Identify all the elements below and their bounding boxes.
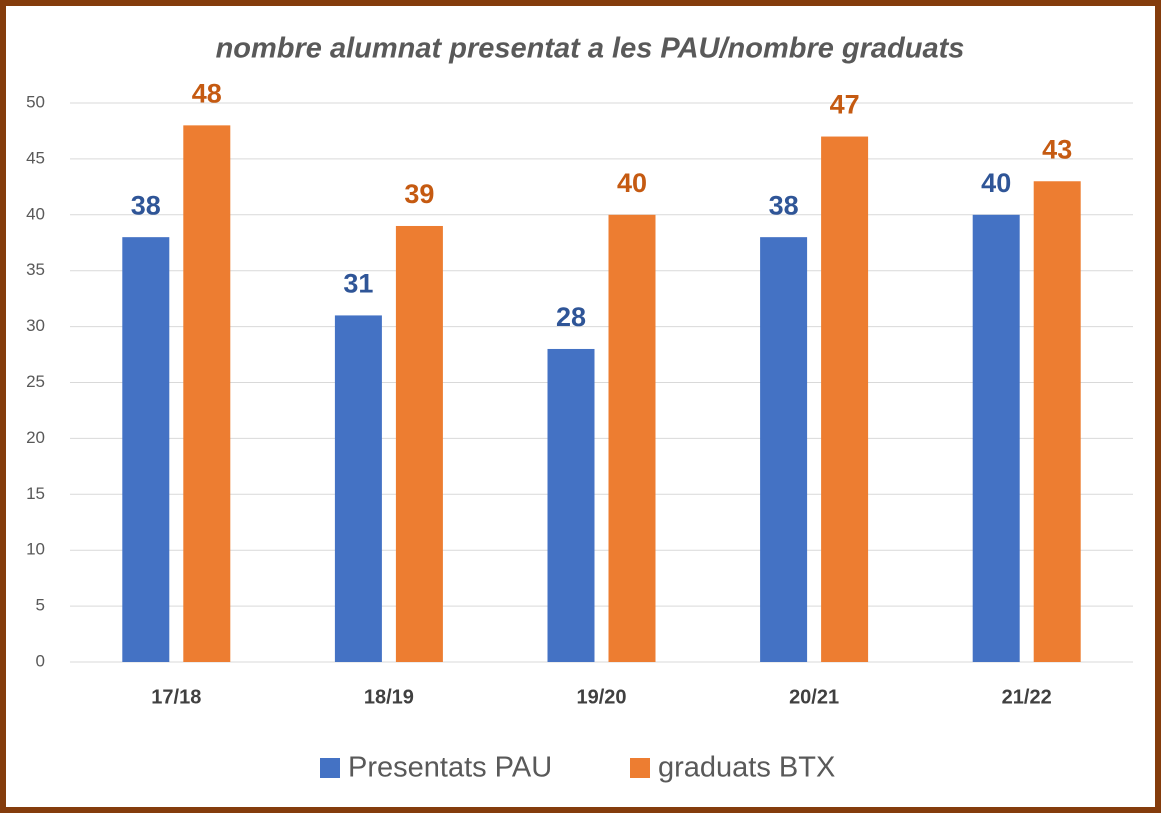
bar — [972, 214, 1020, 663]
y-tick-label: 40 — [26, 204, 45, 223]
bar — [547, 348, 595, 662]
legend-swatch — [630, 758, 650, 778]
y-tick-label: 20 — [26, 428, 45, 447]
bar — [608, 214, 656, 663]
y-tick-label: 35 — [26, 260, 45, 279]
bar — [122, 237, 170, 662]
data-label: 48 — [192, 78, 222, 108]
y-tick-label: 30 — [26, 316, 45, 335]
y-tick-label: 50 — [26, 92, 45, 111]
data-label: 39 — [404, 179, 434, 209]
x-tick-label: 21/22 — [1002, 686, 1052, 708]
x-tick-label: 19/20 — [576, 686, 626, 708]
y-tick-label: 10 — [26, 540, 45, 559]
bar — [760, 237, 808, 662]
bar — [821, 136, 869, 663]
chart-title: nombre alumnat presentat a les PAU/nombr… — [216, 33, 965, 65]
y-tick-label: 15 — [26, 484, 45, 503]
data-label: 38 — [769, 190, 799, 220]
bar — [334, 315, 382, 662]
data-label: 40 — [981, 168, 1011, 198]
y-tick-label: 5 — [36, 596, 45, 615]
data-label: 43 — [1042, 134, 1072, 164]
legend-label: Presentats PAU — [348, 752, 552, 784]
data-label: 40 — [617, 168, 647, 198]
legend-label: graduats BTX — [658, 752, 835, 784]
x-tick-label: 18/19 — [364, 686, 414, 708]
y-tick-label: 0 — [36, 651, 45, 670]
data-label: 47 — [830, 90, 860, 120]
data-label: 31 — [343, 269, 373, 299]
x-tick-label: 20/21 — [789, 686, 839, 708]
data-label: 28 — [556, 302, 586, 332]
y-tick-label: 25 — [26, 372, 45, 391]
bar — [183, 125, 231, 663]
legend-swatch — [320, 758, 340, 778]
bar — [395, 225, 443, 663]
x-tick-label: 17/18 — [151, 686, 201, 708]
bar — [1033, 181, 1081, 662]
y-tick-label: 45 — [26, 148, 45, 167]
data-label: 38 — [131, 190, 161, 220]
